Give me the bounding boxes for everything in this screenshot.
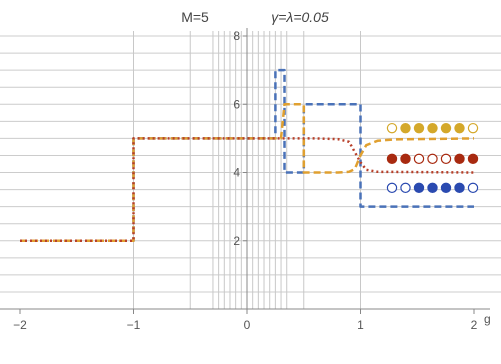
occupation-marker — [427, 153, 438, 165]
y-tick-label: 6 — [233, 97, 240, 111]
chart-title-right: γ=λ=0.05 — [271, 9, 329, 25]
occupation-marker — [467, 182, 479, 194]
occupation-marker — [400, 122, 411, 134]
occupation-marker — [386, 122, 398, 134]
occupation-marker — [454, 182, 465, 194]
y-tick-label: 8 — [233, 29, 240, 43]
occupation-marker — [440, 182, 452, 194]
occupation-marker — [400, 153, 411, 165]
x-tick-label: −2 — [13, 318, 27, 332]
occupation-marker — [413, 182, 425, 194]
horizontal-gridlines — [0, 35, 501, 293]
occupation-marker — [440, 122, 452, 134]
series-layer — [20, 68, 475, 243]
x-tick-label: 2 — [471, 318, 478, 332]
occupation-marker — [467, 122, 479, 134]
y-tick-label: 4 — [233, 166, 240, 180]
x-tick-label: 1 — [357, 318, 364, 332]
chart-title: M=5 γ=λ=0.05 — [181, 9, 329, 25]
x-tick-label: −1 — [127, 318, 141, 332]
y-tick-label: 2 — [233, 234, 240, 248]
occupation-marker — [440, 153, 452, 165]
x-axis-label: g — [484, 312, 491, 326]
occupation-marker — [427, 182, 438, 194]
chart-title-left: M=5 — [181, 9, 209, 25]
occupation-marker — [413, 153, 425, 165]
axes — [0, 28, 490, 314]
vertical-gridlines — [133, 31, 361, 309]
occupation-marker — [413, 122, 425, 134]
tick-labels: −2 −1 0 1 2 2 4 6 8 — [13, 29, 478, 332]
occupation-marker — [386, 182, 398, 194]
series-line-3 — [20, 137, 475, 243]
occupation-marker — [467, 153, 479, 165]
occupation-markers — [386, 122, 479, 194]
occupation-marker — [427, 122, 438, 134]
occupation-marker — [400, 182, 411, 194]
x-tick-label: 0 — [244, 318, 251, 332]
occupation-marker — [386, 153, 398, 165]
occupation-marker — [454, 122, 465, 134]
occupation-marker — [454, 153, 465, 165]
